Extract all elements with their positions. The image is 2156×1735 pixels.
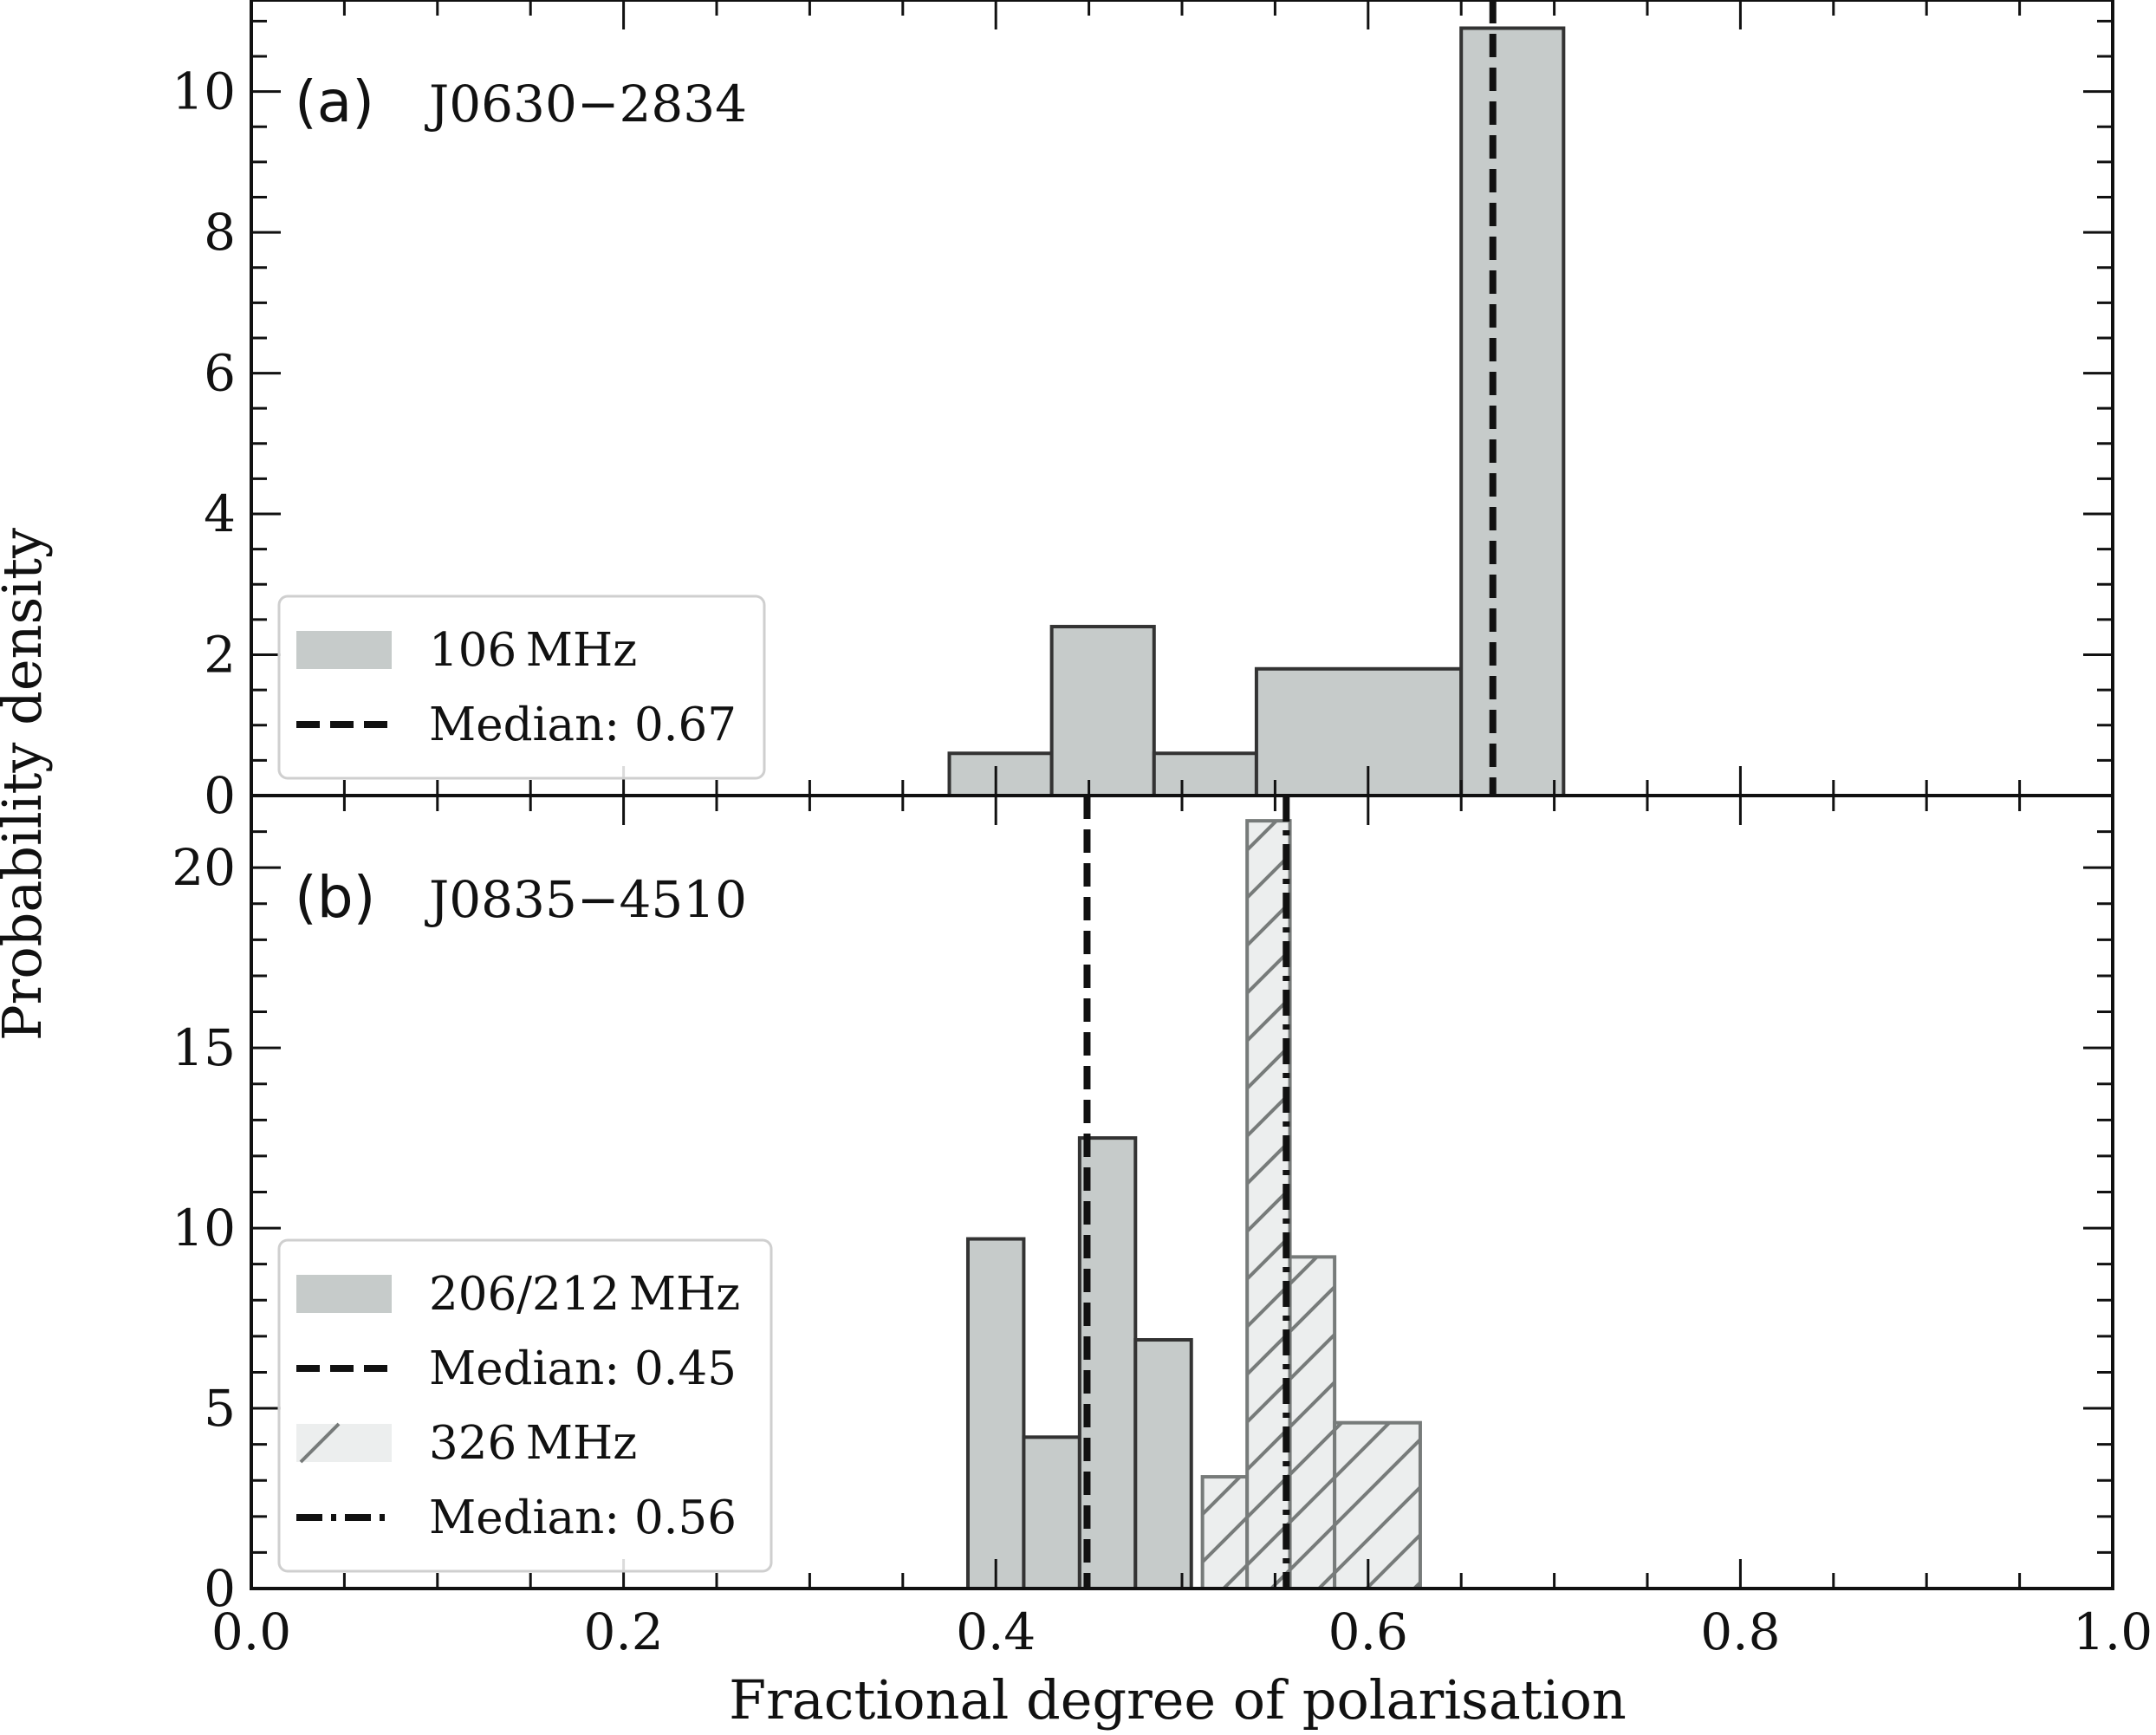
x-tick-label: 1.0 xyxy=(2073,1602,2153,1661)
histogram-bar-primary xyxy=(965,1237,1026,1591)
y-tick-label: 10 xyxy=(172,62,236,121)
y-tick-label: 5 xyxy=(204,1379,236,1438)
legend-label: Median: 0.56 xyxy=(429,1491,737,1544)
y-tick-label: 0 xyxy=(204,1559,236,1618)
legend-swatch xyxy=(296,631,392,669)
x-tick-label: 0.8 xyxy=(1700,1602,1780,1661)
legend-label: Median: 0.67 xyxy=(429,699,737,751)
histogram-bar-primary xyxy=(1049,625,1156,797)
panel-label: (b) xyxy=(295,864,375,931)
y-tick-label: 6 xyxy=(204,344,236,403)
legend-swatch xyxy=(296,1275,392,1313)
panel-title: J0835−4510 xyxy=(425,870,747,929)
legend-box xyxy=(277,595,766,780)
x-tick-label: 0.6 xyxy=(1328,1602,1408,1661)
y-tick-label: 8 xyxy=(204,203,236,262)
y-tick-label: 4 xyxy=(204,484,236,543)
legend-hatch-line xyxy=(299,1422,341,1464)
y-tick-label: 2 xyxy=(204,626,236,685)
panel-title: J0630−2834 xyxy=(425,75,747,133)
axes-frame xyxy=(250,794,2114,1590)
histogram-bar-primary xyxy=(1022,1435,1081,1591)
legend-box xyxy=(277,1238,773,1573)
legend-label: Median: 0.45 xyxy=(429,1342,737,1395)
histogram-bar-secondary xyxy=(1288,1255,1337,1590)
legend-label: 106 MHz xyxy=(429,624,637,677)
x-tick-label: 0.2 xyxy=(583,1602,663,1661)
y-tick-label: 0 xyxy=(204,766,236,825)
x-tick-label: 0.0 xyxy=(211,1602,291,1661)
histogram-bar-secondary xyxy=(1333,1420,1422,1590)
y-tick-label: 20 xyxy=(172,838,236,897)
legend-swatch xyxy=(296,1424,392,1462)
panel-b: 0 5 10 15 20 0.0 0.2 0.4 0.6 0.8 1.0 (b) J0835−4510 2… xyxy=(172,794,2153,1661)
legend-label: 206/212 MHz xyxy=(429,1268,740,1321)
histogram-bar-primary xyxy=(1459,26,1566,797)
histogram-bar-primary xyxy=(1254,666,1464,797)
histogram-bar-primary xyxy=(947,751,1054,798)
x-axis-title: Fractional degree of polarisation xyxy=(729,1668,1627,1732)
panel-a: 0 2 4 6 8 10 (a) J0630−2834 106 MHz Median: 0.67 xyxy=(172,0,2114,825)
y-tick-label: 15 xyxy=(172,1018,236,1077)
y-tick-label: 10 xyxy=(172,1199,236,1257)
histogram-bar-primary xyxy=(1152,751,1258,798)
x-tick-label: 0.4 xyxy=(956,1602,1036,1661)
y-axis-title: Probability density xyxy=(0,528,54,1041)
histogram-bar-secondary xyxy=(1200,1475,1250,1591)
legend-label: 326 MHz xyxy=(429,1417,637,1470)
histogram-bar-primary xyxy=(1133,1338,1193,1590)
panel-label: (a) xyxy=(295,68,374,135)
